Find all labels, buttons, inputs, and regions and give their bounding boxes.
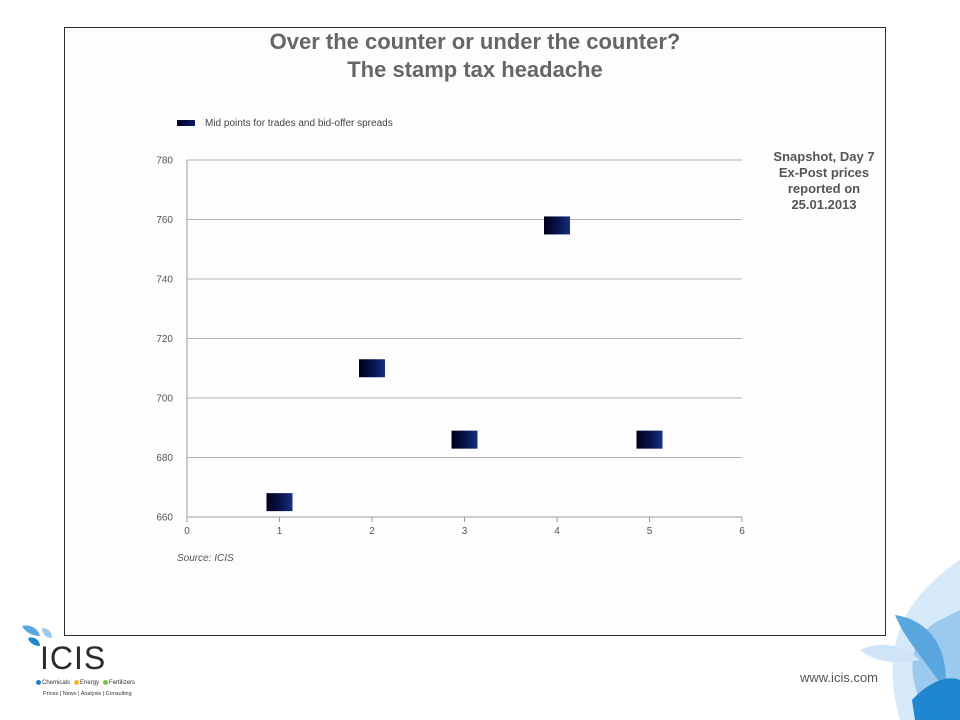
snapshot-line-4: 25.01.2013 <box>791 197 857 212</box>
icis-logo-mark <box>22 625 52 646</box>
y-tick-label: 720 <box>156 334 173 345</box>
grid-lines <box>187 159 742 458</box>
x-tick-label: 3 <box>462 526 468 537</box>
sector-fertilizers: Fertilizers <box>103 680 135 686</box>
y-tick-labels: 660 680 700 720 740 760 780 <box>156 156 173 524</box>
x-tick-label: 2 <box>369 526 375 537</box>
snapshot-line-1: Snapshot, Day 7 <box>773 149 875 164</box>
x-tick-label: 0 <box>184 526 190 537</box>
chart-legend: Mid points for trades and bid-offer spre… <box>177 116 393 130</box>
legend-marker-swatch <box>177 120 195 126</box>
y-tick-label: 680 <box>156 453 173 464</box>
snapshot-line-3: reported on <box>787 181 861 196</box>
logo-tagline: Prices | News | Analysis | Consulting <box>43 691 132 697</box>
slide-title-line-1: Over the counter or under the counter? <box>269 29 681 54</box>
x-tick-label: 4 <box>554 526 560 537</box>
legend-label: Mid points for trades and bid-offer spre… <box>205 117 393 129</box>
chemicals-dot-icon <box>36 680 41 685</box>
sector-chemicals: Chemicals <box>36 680 70 686</box>
logo-sectors: Chemicals Energy Fertilizers <box>36 680 135 686</box>
x-tick-label: 5 <box>647 526 653 537</box>
snapshot-annotation: Snapshot, Day 7 Ex-Post prices reported … <box>755 149 893 213</box>
logo-wordmark: ICIS <box>40 640 107 676</box>
y-tick-label: 780 <box>156 156 173 167</box>
data-point-1 <box>266 493 293 512</box>
x-tick-label: 6 <box>739 526 745 537</box>
data-point-3 <box>451 430 478 449</box>
fertilizers-dot-icon <box>103 680 109 685</box>
slide-title: Over the counter or under the counter? T… <box>64 28 886 84</box>
y-tick-label: 660 <box>156 513 173 524</box>
energy-dot-icon <box>74 680 80 685</box>
chart-frame <box>64 27 886 636</box>
x-tick-label: 1 <box>277 526 283 537</box>
slide-title-line-2: The stamp tax headache <box>347 57 603 82</box>
data-markers <box>266 216 663 512</box>
website-link[interactable]: www.icis.com <box>800 670 879 685</box>
sector-energy: Energy <box>74 680 99 686</box>
x-tick-labels: 0 1 2 3 4 5 6 <box>184 526 745 537</box>
data-point-5 <box>636 430 663 449</box>
snapshot-line-2: Ex-Post prices <box>778 165 870 180</box>
y-tick-label: 760 <box>156 215 173 226</box>
y-tick-label: 740 <box>156 275 173 286</box>
source-note: Source: ICIS <box>177 553 234 564</box>
data-point-4 <box>544 216 570 235</box>
axes <box>186 160 743 522</box>
data-point-2 <box>359 359 385 378</box>
y-tick-label: 700 <box>156 394 173 405</box>
